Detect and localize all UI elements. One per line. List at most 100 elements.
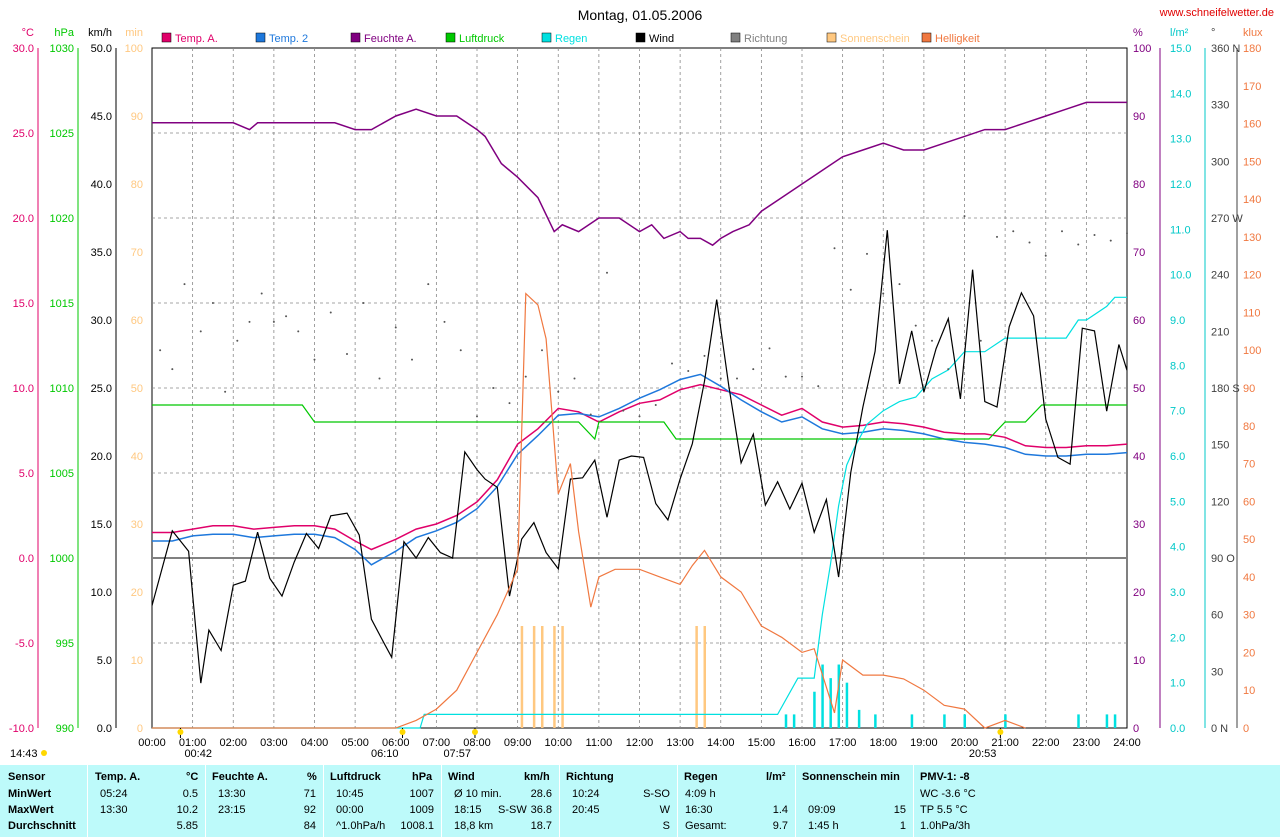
axis-tick-dir: 0 N <box>1211 723 1228 735</box>
stats-cell-temp-time: 13:30 <box>100 804 128 816</box>
axis-tick-temp: 20.0 <box>13 213 34 225</box>
axis-tick-pct: 90 <box>1133 111 1145 123</box>
bar-regen <box>943 714 946 728</box>
stats-cell-sonne-val: 15 <box>893 804 906 816</box>
website-link[interactable]: www.schneifelwetter.de <box>1159 7 1274 19</box>
stats-cell-druck-val: 1008.1 <box>400 820 434 832</box>
axis-tick-klux: 160 <box>1243 119 1261 131</box>
axis-tick-kmh: 30.0 <box>91 315 112 327</box>
stats-cell-feuchte-val: 71 <box>303 788 316 800</box>
legend-swatch-0 <box>161 32 172 43</box>
bar-regen <box>792 714 796 728</box>
grid <box>151 47 1128 729</box>
bar-sonnenschein <box>532 626 536 728</box>
axis-tick-klux: 0 <box>1243 723 1249 735</box>
axis-tick-dir: 270 W <box>1211 213 1243 225</box>
bar-regen <box>821 664 824 728</box>
axis-tick-pct: 80 <box>1133 179 1145 191</box>
point-richtung <box>1061 230 1063 233</box>
axis-tick-time: 15:00 <box>748 737 776 749</box>
stats-cell-richtung-time: 20:45 <box>572 804 600 816</box>
stats-cell-pmv: TP 5.5 °C <box>920 804 968 816</box>
point-richtung <box>979 339 982 342</box>
axis-tick-hpa: 1005 <box>50 468 74 480</box>
weather-chart: Montag, 01.05.2006 www.schneifelwetter.d… <box>9 7 1274 760</box>
axis-tick-time: 01:00 <box>179 737 207 749</box>
bar-regen <box>1004 714 1007 728</box>
point-richtung <box>183 283 186 286</box>
axis-tick-temp: 15.0 <box>13 298 34 310</box>
bar-sonnenschein <box>703 626 706 728</box>
point-richtung <box>1028 241 1031 244</box>
legend-swatch-2 <box>350 32 361 43</box>
series-wind <box>151 230 1128 684</box>
point-richtung <box>1077 243 1080 246</box>
point-richtung <box>378 377 381 380</box>
series-temp-2 <box>152 373 1128 566</box>
stats-cell-richtung-val: S-SO <box>643 788 670 800</box>
axis-tick-time: 04:00 <box>301 737 329 749</box>
bar-regen <box>784 714 788 728</box>
axis-tick-kmh: 40.0 <box>91 179 112 191</box>
point-richtung <box>752 368 755 371</box>
stats-row: MinWert 05:24 0.5 13:30 71 10:45 1007 Ø 10 min.… <box>0 788 1280 803</box>
stats-cell-temp-time: 05:24 <box>100 788 128 800</box>
axis-tick-klux: 170 <box>1243 81 1261 93</box>
stats-cell-regen-time: 16:30 <box>685 804 713 816</box>
stats-header-regen: Regen <box>684 771 718 783</box>
axis-tick-hpa: 990 <box>56 723 74 735</box>
marker-left-time: 14:43 <box>10 748 38 760</box>
axis-tick-min: 100 <box>125 43 143 55</box>
axis-tick-min: 90 <box>131 111 143 123</box>
axis-tick-min: 80 <box>131 179 143 191</box>
axis-tick-pct: 50 <box>1133 383 1145 395</box>
bar-regen <box>1077 714 1080 728</box>
axis-unit-rain: l/m² <box>1170 27 1189 39</box>
stats-table: Sensor Temp. A. °C Feuchte A. % Luftdruc… <box>0 765 1280 837</box>
axis-tick-hpa: 995 <box>56 638 74 650</box>
axis-tick-kmh: 15.0 <box>91 519 112 531</box>
marker-time-moon_marker: 00:42 <box>184 748 212 760</box>
stats-cell-wind-val: 18.7 <box>530 820 552 832</box>
series-luftdruck <box>152 404 1127 441</box>
axis-tick-klux: 80 <box>1243 421 1255 433</box>
axis-tick-hpa: 1020 <box>50 213 74 225</box>
legend-swatch-5 <box>635 32 646 43</box>
point-richtung <box>882 292 885 295</box>
point-richtung <box>1044 254 1047 257</box>
axis-tick-klux: 140 <box>1243 194 1261 206</box>
stats-cell-druck-time: ^1.0hPa/h <box>336 820 386 832</box>
bar-regen <box>1113 714 1117 728</box>
stats-header-pmv: PMV-1: -8 <box>920 771 970 783</box>
axis-tick-pct: 0 <box>1133 723 1139 735</box>
axis-tick-rain: 0.0 <box>1170 723 1185 735</box>
point-richtung <box>931 339 933 342</box>
sun-icon <box>471 729 478 735</box>
axis-tick-dir: 60 <box>1211 610 1223 622</box>
stats-cell-label: MaxWert <box>8 804 54 816</box>
stats-cell-sonne-time: 09:09 <box>808 804 836 816</box>
bar-regen <box>837 664 841 728</box>
bar-sonnenschein <box>695 626 698 728</box>
stats-cell-richtung-val: W <box>659 804 670 816</box>
axis-tick-klux: 20 <box>1243 647 1255 659</box>
axis-tick-rain: 8.0 <box>1170 360 1185 372</box>
point-richtung <box>459 349 462 352</box>
axis-tick-dir: 300 <box>1211 156 1229 168</box>
sun-icon <box>177 729 184 735</box>
axis-tick-temp: 25.0 <box>13 128 34 140</box>
bar-regen <box>874 714 877 728</box>
stats-cell-richtung-val: S <box>662 820 670 832</box>
legend-label-0: Temp. A. <box>175 33 218 45</box>
point-richtung <box>801 375 803 378</box>
legend-swatch-1 <box>255 32 266 43</box>
stats-cell-wind-val: 36.8 <box>530 804 552 816</box>
axis-tick-dir: 180 S <box>1211 383 1240 395</box>
point-richtung <box>346 353 348 355</box>
axis-tick-time: 05:00 <box>341 737 369 749</box>
point-richtung <box>476 415 478 418</box>
point-richtung <box>285 315 288 318</box>
point-richtung <box>914 324 917 327</box>
stats-cell-temp-val: 5.85 <box>176 820 198 832</box>
point-richtung <box>768 347 771 350</box>
